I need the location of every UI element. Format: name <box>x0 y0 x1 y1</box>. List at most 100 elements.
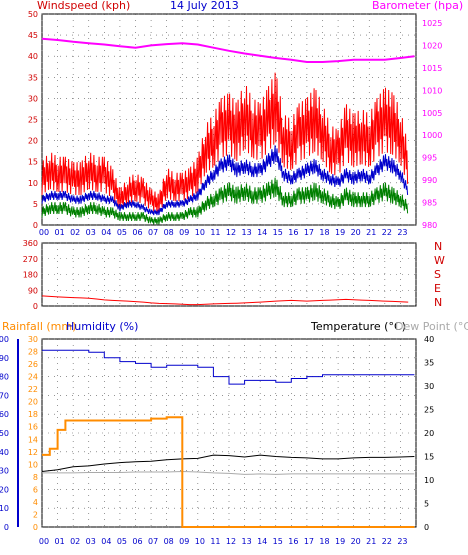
humidity-y-tick-label: 20 <box>0 485 9 494</box>
wind-y-tick-label: 25 <box>28 116 38 125</box>
climate-x-tick-label: 20 <box>351 537 361 546</box>
climate-x-tick-label: 18 <box>319 537 329 546</box>
climate-x-tick-label: 10 <box>195 537 205 546</box>
direction-series-line <box>41 295 409 306</box>
wind-x-tick-label: 08 <box>164 228 174 237</box>
wind-x-tick-label: 22 <box>382 228 392 237</box>
wind-y-tick-label: 35 <box>28 73 38 82</box>
wind-y-tick-label: 20 <box>28 137 38 146</box>
chart-date-title: 14 July 2013 <box>170 0 239 12</box>
avg-wind-series-line <box>41 145 409 216</box>
humidity-y-tick-label: 90 <box>0 354 9 363</box>
gust-series-line <box>41 72 409 214</box>
wind-y-tick-label: 0 <box>33 221 38 230</box>
rain-y-tick-label: 28 <box>28 348 38 357</box>
barometer-y-tick-label: 1005 <box>422 109 442 118</box>
humidity-y-tick-label: 30 <box>0 467 9 476</box>
temperature-y-tick-label: 0 <box>424 523 429 532</box>
climate-x-tick-label: 03 <box>86 537 96 546</box>
climate-x-tick-label: 15 <box>273 537 283 546</box>
barometer-y-tick-label: 1020 <box>422 41 442 50</box>
humidity-y-tick-label: 50 <box>0 429 9 438</box>
rain-y-tick-label: 12 <box>28 448 38 457</box>
wind-x-tick-label: 18 <box>319 228 329 237</box>
wind-x-tick-label: 05 <box>117 228 127 237</box>
climate-x-tick-label: 07 <box>148 537 158 546</box>
wind-x-tick-label: 10 <box>195 228 205 237</box>
climate-x-tick-label: 12 <box>226 537 236 546</box>
climate-x-tick-label: 08 <box>164 537 174 546</box>
wind-x-tick-label: 13 <box>241 228 251 237</box>
barometer-y-tick-label: 1000 <box>422 131 442 140</box>
humidity-y-tick-label: 0 <box>4 523 9 532</box>
humidity-y-tick-label: 80 <box>0 373 9 382</box>
wind-x-tick-label: 16 <box>288 228 298 237</box>
direction-label-west: W <box>434 254 445 267</box>
wind-y-tick-label: 10 <box>28 179 38 188</box>
humidity-y-tick-label: 10 <box>0 504 9 513</box>
temperature-y-tick-label: 30 <box>424 382 434 391</box>
temperature-axis-title: Temperature (°C) <box>310 320 406 333</box>
wind-x-tick-label: 09 <box>179 228 189 237</box>
dewpoint-series-line <box>42 470 415 475</box>
direction-y-tick-label: 360 <box>23 239 38 248</box>
barometer-y-tick-label: 995 <box>422 154 437 163</box>
temperature-y-tick-label: 15 <box>424 453 434 462</box>
rain-y-tick-label: 18 <box>28 410 38 419</box>
humidity-y-tick-label: 40 <box>0 448 9 457</box>
rain-y-tick-label: 30 <box>28 335 38 344</box>
humidity-series-line <box>42 349 415 385</box>
direction-label-east: E <box>434 282 441 295</box>
wind-x-tick-label: 06 <box>132 228 142 237</box>
climate-x-tick-label: 04 <box>101 537 111 546</box>
climate-x-tick-label: 05 <box>117 537 127 546</box>
barometer-y-tick-label: 1015 <box>422 64 442 73</box>
wind-x-tick-label: 23 <box>397 228 407 237</box>
wind-x-tick-label: 07 <box>148 228 158 237</box>
climate-x-tick-label: 23 <box>397 537 407 546</box>
wind-y-tick-label: 40 <box>28 52 38 61</box>
rain-series-line <box>42 416 415 528</box>
humidity-y-tick-label: 70 <box>0 391 9 400</box>
rain-y-tick-label: 6 <box>33 485 38 494</box>
humidity-y-tick-label: 100 <box>0 335 9 344</box>
wind-x-tick-label: 12 <box>226 228 236 237</box>
climate-x-tick-label: 00 <box>39 537 49 546</box>
direction-label-south: S <box>434 268 441 281</box>
wind-x-tick-label: 17 <box>304 228 314 237</box>
climate-x-tick-label: 14 <box>257 537 267 546</box>
windspeed-axis-title: Windspeed (kph) <box>37 0 130 12</box>
wind-x-tick-label: 11 <box>210 228 220 237</box>
wind-x-tick-label: 01 <box>54 228 64 237</box>
dewpoint-axis-title: Dew Point (°C) <box>395 320 468 333</box>
climate-x-tick-label: 06 <box>132 537 142 546</box>
climate-x-tick-label: 19 <box>335 537 345 546</box>
climate-x-tick-label: 17 <box>304 537 314 546</box>
climate-x-tick-label: 13 <box>241 537 251 546</box>
temperature-series-line <box>41 454 415 472</box>
climate-x-tick-label: 16 <box>288 537 298 546</box>
barometer-axis-title: Barometer (hpa) <box>372 0 463 12</box>
low-wind-series-line <box>41 177 409 225</box>
temperature-y-tick-label: 25 <box>424 406 434 415</box>
barometer-y-tick-label: 985 <box>422 199 437 208</box>
rain-y-tick-label: 22 <box>28 385 38 394</box>
direction-y-tick-label: 270 <box>23 255 38 264</box>
barometer-y-tick-label: 1010 <box>422 86 442 95</box>
wind-x-tick-label: 20 <box>351 228 361 237</box>
wind-x-tick-label: 19 <box>335 228 345 237</box>
temperature-y-tick-label: 20 <box>424 429 434 438</box>
barometer-y-tick-label: 980 <box>422 221 437 230</box>
wind-x-tick-label: 03 <box>86 228 96 237</box>
climate-x-tick-label: 22 <box>382 537 392 546</box>
barometer-y-tick-label: 990 <box>422 176 437 185</box>
wind-x-tick-label: 02 <box>70 228 80 237</box>
wind-y-tick-label: 30 <box>28 94 38 103</box>
direction-y-tick-label: 90 <box>28 286 38 295</box>
wind-y-tick-label: 15 <box>28 158 38 167</box>
temperature-y-tick-label: 10 <box>424 476 434 485</box>
climate-x-tick-label: 01 <box>54 537 64 546</box>
rain-y-tick-label: 10 <box>28 460 38 469</box>
direction-label-north-top: N <box>434 240 442 253</box>
